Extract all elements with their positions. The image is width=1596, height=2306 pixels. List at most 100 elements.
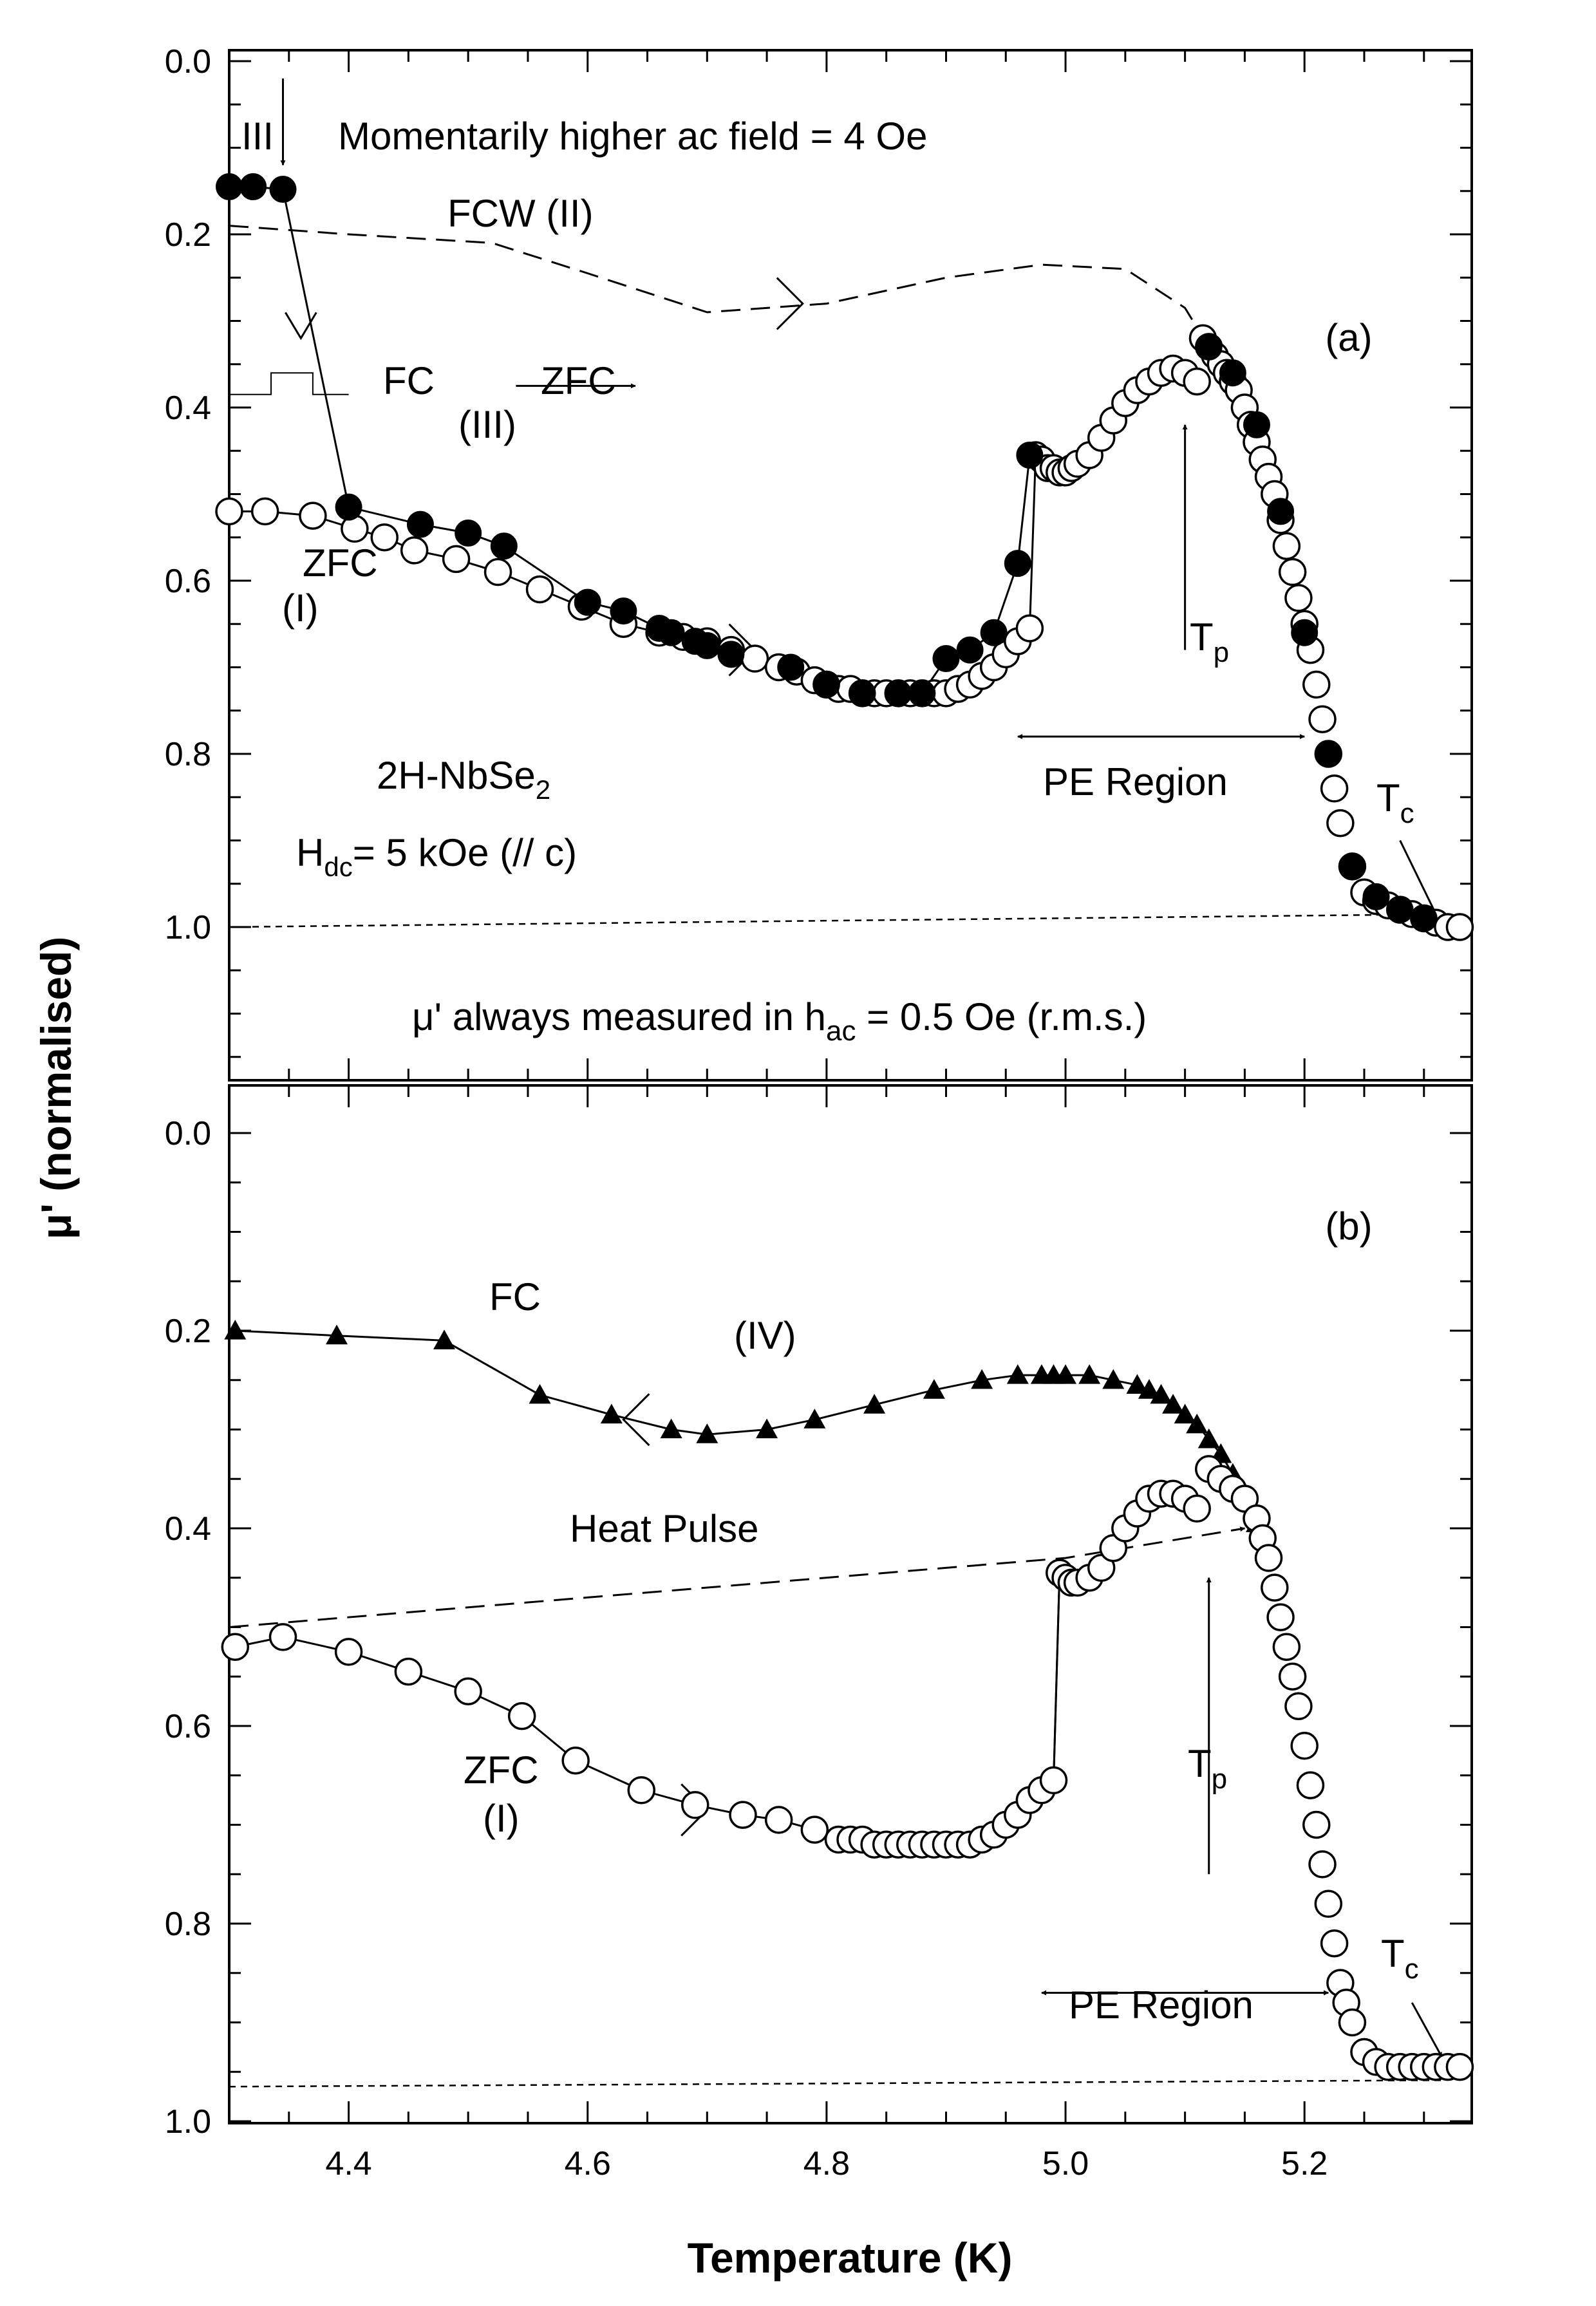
sample-label: 2H-NbSe2 <box>377 754 550 805</box>
fcw-dashed-curve <box>229 226 1209 347</box>
y-tick-label: 0.0 <box>165 43 211 80</box>
filled-circle-point <box>850 680 876 706</box>
filled-circle-point <box>1244 412 1270 438</box>
fcw-direction-chevron <box>777 278 803 330</box>
iii-paren-label: (III) <box>458 403 516 446</box>
open-circle-point <box>1322 776 1347 801</box>
y-tick-label: 0.6 <box>165 1708 211 1745</box>
x-tick-label: 5.0 <box>1042 2145 1089 2182</box>
open-circle-point <box>222 1634 248 1660</box>
filled-circle-point <box>455 520 481 546</box>
zfc-label-a: ZFC <box>303 541 378 585</box>
open-circle-point <box>1286 1693 1311 1719</box>
data-markers <box>216 174 1472 2080</box>
open-circle-point <box>1310 1851 1335 1877</box>
zfc-target-label: ZFC <box>541 359 616 402</box>
filled-circle-point <box>885 680 911 706</box>
open-circle-point <box>402 538 427 563</box>
filled-circle-point <box>1291 620 1317 646</box>
tc-arrow-b <box>1412 2003 1441 2057</box>
normal-state-baseline <box>229 2080 1446 2086</box>
open-circle-point <box>252 498 278 524</box>
filled-circle-point <box>336 494 362 520</box>
tc-label-b: Tc <box>1381 1932 1419 1985</box>
open-circle-point <box>1339 2010 1365 2036</box>
tc-label-a: Tc <box>1376 776 1414 829</box>
field-note: Momentarily higher ac field = 4 Oe <box>338 115 927 158</box>
i-label-a: (I) <box>282 586 319 630</box>
y-tick-label: 0.4 <box>165 389 211 427</box>
filled-triangle-point <box>224 1320 246 1340</box>
y-tick-label: 0.4 <box>165 1510 211 1548</box>
open-circle-point <box>1447 914 1472 940</box>
open-circle-point <box>455 1678 481 1704</box>
filled-circle-point <box>814 671 840 697</box>
filled-circle-point <box>957 637 983 663</box>
y-axis-title: μ' (normalised) <box>32 937 80 1239</box>
open-circle-point <box>1310 706 1335 732</box>
filled-circle-point <box>610 598 636 624</box>
filled-triangle-point <box>1007 1364 1029 1384</box>
open-circle-point <box>682 1792 708 1818</box>
open-circle-point <box>1280 1664 1306 1689</box>
filled-circle-point <box>1268 498 1293 524</box>
y-tick-label: 1.0 <box>165 2103 211 2141</box>
filled-circle-point <box>933 646 959 671</box>
open-circle-point <box>766 1807 792 1833</box>
open-circle-point <box>1262 1575 1288 1600</box>
fc-direction-chevron <box>623 1394 649 1445</box>
open-circle-point <box>1273 1634 1299 1660</box>
open-circle-point <box>1322 1931 1347 1956</box>
panel-a-iii-label: III <box>241 115 274 158</box>
open-circle-point <box>527 576 553 602</box>
filled-triangle-point <box>529 1384 551 1404</box>
filled-triangle-point <box>1078 1364 1100 1384</box>
filled-circle-point <box>909 680 935 706</box>
open-circle-point <box>1017 615 1042 641</box>
filled-circle-point <box>270 176 296 202</box>
filled-circle-point <box>575 590 601 615</box>
open-circle-point <box>1273 533 1299 559</box>
open-circle-point <box>1286 585 1311 611</box>
open-circle-point <box>216 498 242 524</box>
tp-label-b: Tp <box>1188 1742 1227 1795</box>
open-circle-point <box>1268 1604 1293 1630</box>
open-circle-point <box>1315 1891 1341 1917</box>
open-circle-point <box>1297 1772 1323 1798</box>
open-circle-point <box>300 503 326 529</box>
fcw-label: FCW (II) <box>447 192 594 235</box>
y-tick-label: 0.2 <box>165 216 211 254</box>
zfc-label-b: ZFC <box>464 1748 539 1792</box>
panel-a-annotations: (a) III Momentarily higher ac field = 4 … <box>241 115 1414 1047</box>
filled-circle-point <box>1387 897 1413 923</box>
pe-region-label-b: PE Region <box>1069 1983 1253 2027</box>
open-circle-point <box>628 1777 654 1803</box>
open-circle-point <box>1184 1495 1210 1521</box>
fc-label: FC <box>383 359 435 402</box>
filled-circle-point <box>491 533 517 559</box>
open-circle-point <box>336 1639 362 1665</box>
jump-line-a <box>1029 455 1035 628</box>
open-circle-point <box>270 1624 296 1650</box>
y-tick-label: 0.8 <box>165 736 211 773</box>
filled-circle-point <box>1315 741 1341 767</box>
filled-circle-point <box>1364 884 1389 910</box>
open-circle-point <box>1328 811 1353 836</box>
fc-label-b: FC <box>489 1275 541 1318</box>
i-label-b: (I) <box>483 1797 520 1840</box>
y-tick-label: 0.8 <box>165 1906 211 1943</box>
y-tick-label: 1.0 <box>165 909 211 946</box>
open-circle-point <box>1304 1812 1329 1838</box>
y-tick-label: 0.6 <box>165 563 211 600</box>
filled-circle-point <box>694 633 720 659</box>
figure: 0.00.20.40.60.81.00.00.20.40.60.81.04.44… <box>0 0 1596 2306</box>
y-tick-label: 0.0 <box>165 1115 211 1152</box>
open-circle-point <box>1304 671 1329 697</box>
filled-circle-point <box>240 174 266 200</box>
open-circle-point <box>563 1748 588 1774</box>
normal-state-baseline <box>229 914 1446 927</box>
open-circle-point <box>742 646 768 671</box>
measurement-note: μ' always measured in hac = 0.5 Oe (r.m.… <box>412 995 1147 1047</box>
open-circle-point <box>1256 1545 1282 1571</box>
open-circle-point <box>509 1703 535 1729</box>
